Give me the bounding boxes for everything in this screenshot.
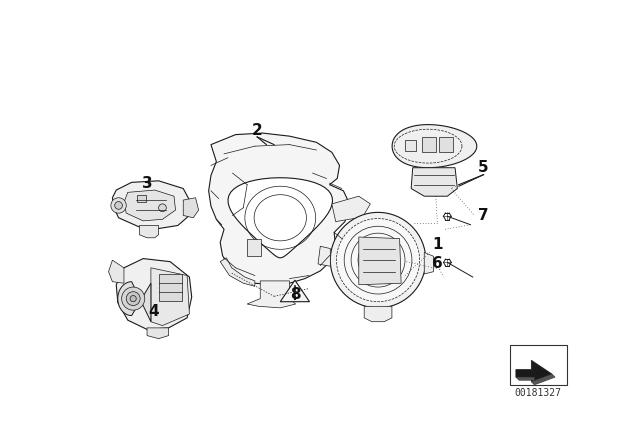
Circle shape [130,296,136,302]
Polygon shape [364,306,392,322]
Circle shape [159,204,166,211]
Text: 2: 2 [252,123,262,138]
Polygon shape [516,377,534,380]
Circle shape [115,202,122,209]
Polygon shape [228,178,333,258]
Polygon shape [247,281,296,308]
Polygon shape [280,280,310,302]
Circle shape [126,292,140,306]
Polygon shape [124,190,175,221]
Bar [422,137,436,152]
Polygon shape [516,360,552,382]
Text: 7: 7 [478,208,489,223]
Circle shape [111,198,126,213]
Circle shape [337,219,420,302]
Text: 5: 5 [478,160,489,175]
Polygon shape [411,168,458,196]
Polygon shape [392,125,477,168]
Polygon shape [116,258,192,329]
Polygon shape [183,198,198,218]
Circle shape [330,212,426,308]
Text: 3: 3 [141,176,152,190]
Bar [159,274,182,301]
Text: 00181327: 00181327 [514,388,561,397]
Bar [247,238,261,255]
Bar [439,137,452,152]
Polygon shape [113,181,189,228]
Polygon shape [220,258,255,286]
Text: 8: 8 [291,287,301,302]
Text: 4: 4 [148,304,159,319]
Polygon shape [332,196,371,222]
Polygon shape [147,328,168,339]
Polygon shape [151,268,189,326]
Circle shape [122,287,145,310]
Bar [405,140,416,151]
Polygon shape [531,374,555,385]
Polygon shape [140,225,159,238]
Polygon shape [109,260,124,283]
Polygon shape [424,252,433,274]
Polygon shape [209,133,349,285]
Polygon shape [118,282,151,322]
Text: 6: 6 [432,256,443,271]
Bar [137,195,147,202]
Polygon shape [359,237,401,285]
Text: 1: 1 [432,237,443,252]
Bar [509,345,566,385]
Polygon shape [318,246,330,266]
